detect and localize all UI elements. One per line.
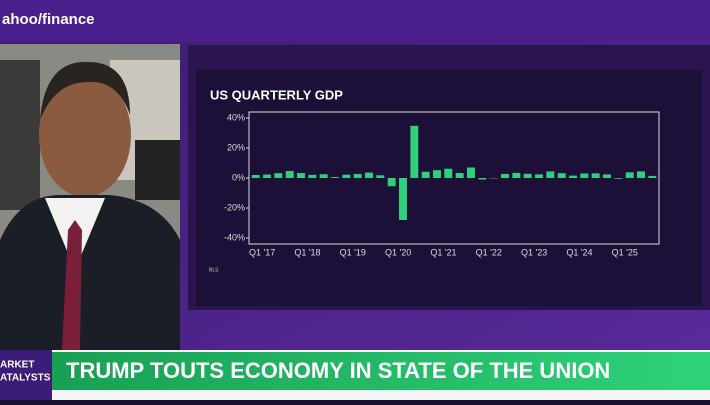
bar xyxy=(410,126,418,178)
x-tick-label: Q1 '25 xyxy=(612,247,638,257)
x-tick-label: Q1 '24 xyxy=(566,247,592,257)
bar xyxy=(648,176,656,178)
bar xyxy=(354,174,362,178)
x-tick-label: Q1 '23 xyxy=(521,247,547,257)
bar xyxy=(535,174,543,178)
bar xyxy=(467,168,475,179)
x-tick-label: Q1 '21 xyxy=(430,247,456,257)
y-tick-label: 0% xyxy=(232,172,245,182)
bar xyxy=(399,178,407,220)
bar xyxy=(388,178,396,186)
x-tick-label: Q1 '22 xyxy=(476,247,502,257)
bar xyxy=(603,174,611,178)
bar xyxy=(558,173,566,178)
bar xyxy=(478,178,486,180)
top-bar xyxy=(0,0,710,42)
bar xyxy=(365,173,373,178)
bar xyxy=(297,173,305,178)
x-tick-label: Q1 '17 xyxy=(249,247,275,257)
bar xyxy=(512,173,520,178)
x-tick-label: Q1 '19 xyxy=(340,247,366,257)
bar xyxy=(592,173,600,178)
bar xyxy=(580,174,588,179)
x-tick-label: Q1 '18 xyxy=(294,247,320,257)
bar xyxy=(637,171,645,178)
bar xyxy=(456,173,464,178)
video-feed xyxy=(0,44,180,350)
bar xyxy=(308,175,316,178)
bar xyxy=(626,172,634,178)
bar xyxy=(286,171,294,178)
chart-title: US QUARTERLY GDP xyxy=(210,87,343,102)
y-tick-label: 20% xyxy=(227,142,245,152)
bar xyxy=(524,174,532,178)
bar xyxy=(569,176,577,178)
y-tick-label: 40% xyxy=(227,112,245,122)
y-tick-label: -40% xyxy=(224,232,245,242)
bar xyxy=(376,175,384,178)
chart-source: BLS xyxy=(209,267,219,273)
bar xyxy=(263,175,271,178)
y-tick-label: -20% xyxy=(224,202,245,212)
logo: ahoo/finance xyxy=(2,11,95,28)
headline: TRUMP TOUTS ECONOMY IN STATE OF THE UNIO… xyxy=(66,358,610,383)
bar xyxy=(320,174,328,178)
bar xyxy=(444,169,452,178)
tag-line: ATALYSTS xyxy=(0,373,51,384)
bar xyxy=(433,170,441,178)
bar xyxy=(614,178,622,179)
bar xyxy=(252,175,260,178)
bar xyxy=(501,174,509,178)
bar xyxy=(274,173,282,178)
bar xyxy=(331,177,339,178)
tag-line: ARKET xyxy=(0,360,34,371)
x-tick-label: Q1 '20 xyxy=(385,247,411,257)
chart-card xyxy=(196,70,702,306)
bar xyxy=(546,171,554,178)
bar xyxy=(422,172,430,178)
bar xyxy=(342,175,350,178)
